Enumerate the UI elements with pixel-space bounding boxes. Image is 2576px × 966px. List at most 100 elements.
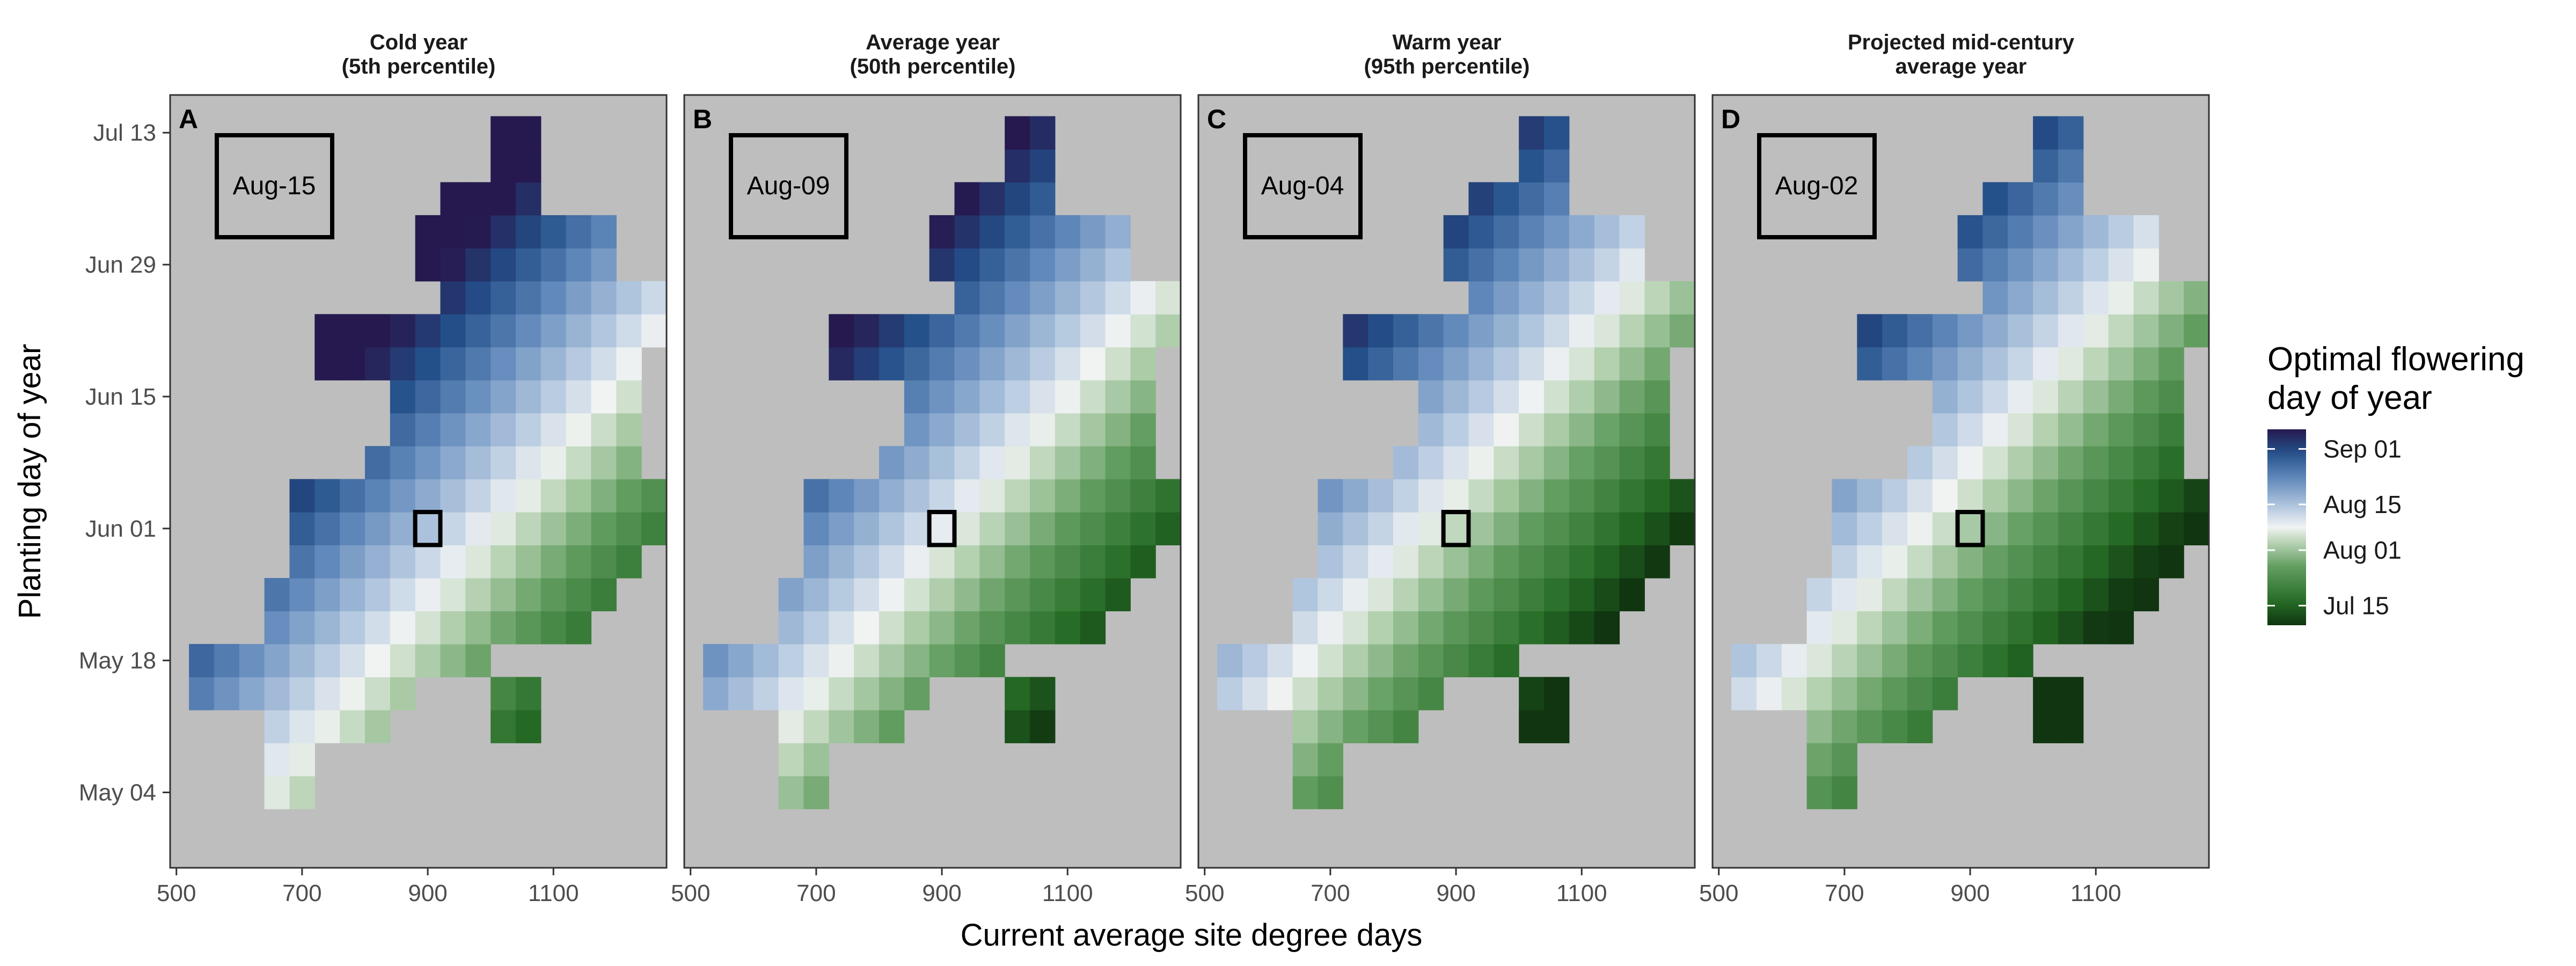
heatmap-cell <box>778 611 804 645</box>
heatmap-cell <box>2083 215 2109 248</box>
panel-d-median-box <box>1757 133 1877 239</box>
heatmap-cell <box>1543 512 1570 546</box>
heatmap-cell <box>879 347 905 380</box>
heatmap-cell <box>1543 380 1570 414</box>
heatmap-cell <box>1494 182 1519 216</box>
heatmap-cell <box>390 677 416 711</box>
y-axis-title: Planting day of year <box>12 344 47 619</box>
heatmap-cell <box>591 347 617 380</box>
heatmap-cell <box>979 281 1005 314</box>
heatmap-cell <box>1468 347 1494 380</box>
heatmap-cell <box>515 677 541 711</box>
heatmap-cell <box>1519 545 1545 579</box>
heatmap-cell <box>1907 578 1933 612</box>
heatmap-cell <box>854 314 880 348</box>
heatmap-cell <box>289 611 315 645</box>
heatmap-cell <box>340 545 365 579</box>
heatmap-cell <box>415 578 441 612</box>
heatmap-cell <box>1343 611 1368 645</box>
heatmap-cell <box>1217 643 1243 677</box>
heatmap-cell <box>2158 446 2184 480</box>
heatmap-cell <box>1494 281 1519 314</box>
heatmap-cell <box>491 446 516 480</box>
heatmap-cell <box>641 314 667 348</box>
heatmap-cell <box>1857 512 1883 546</box>
panel-c-median-label: Aug-04 <box>1261 172 1344 200</box>
heatmap-cell <box>1155 281 1181 314</box>
heatmap-cell <box>1982 281 2008 314</box>
heatmap-cell <box>340 578 365 612</box>
heatmap-cell <box>1543 314 1570 348</box>
heatmap-cell <box>1619 281 1645 314</box>
heatmap-cell <box>314 677 340 711</box>
heatmap-cell <box>2133 512 2159 546</box>
heatmap-cell <box>1982 248 2008 282</box>
heatmap-cell <box>515 479 541 513</box>
heatmap-cell <box>364 709 391 743</box>
heatmap-cell <box>1055 446 1081 480</box>
heatmap-cell <box>1005 215 1030 248</box>
heatmap-cell <box>904 611 930 645</box>
heatmap-cell <box>1418 446 1444 480</box>
panel-c-x-axis: 500 700 900 1100 <box>1185 868 1607 906</box>
heatmap-cell <box>2033 248 2059 282</box>
heatmap-cell <box>1882 611 1908 645</box>
highlight-cell-outline <box>1441 510 1471 547</box>
heatmap-cell <box>803 643 829 677</box>
panel-d-highlight-cell <box>1955 510 1985 547</box>
heatmap-cell <box>1468 578 1494 612</box>
heatmap-cell <box>1957 413 1984 447</box>
heatmap-cell <box>1494 643 1519 677</box>
heatmap-cell <box>314 578 340 612</box>
heatmap-cell <box>314 347 340 380</box>
heatmap-cell <box>803 479 829 513</box>
heatmap-cell <box>2108 479 2134 513</box>
heatmap-cell <box>1393 643 1419 677</box>
heatmap-cell <box>1594 380 1620 414</box>
x-tick-label: 1100 <box>2070 880 2121 906</box>
heatmap-cell <box>515 545 541 579</box>
heatmap-cell <box>1080 413 1106 447</box>
heatmap-cell <box>2058 413 2084 447</box>
heatmap-cell <box>929 512 955 546</box>
x-tick-label: 700 <box>1825 880 1864 906</box>
heatmap-cell <box>289 479 315 513</box>
legend-label: Aug 15 <box>2323 491 2402 518</box>
heatmap-cell <box>1418 479 1444 513</box>
heatmap-cell <box>778 578 804 612</box>
heatmap-cell <box>1318 643 1343 677</box>
heatmap-cell <box>954 479 980 513</box>
heatmap-cell <box>829 643 854 677</box>
heatmap-cell <box>1055 215 1081 248</box>
heatmap-cell <box>465 248 491 282</box>
heatmap-cell <box>2108 215 2134 248</box>
heatmap-cell <box>2133 479 2159 513</box>
heatmap-cell <box>1343 643 1368 677</box>
heatmap-cell <box>1519 446 1545 480</box>
heatmap-cell <box>1619 215 1645 248</box>
heatmap-cell <box>440 413 466 447</box>
x-tick-label: 700 <box>796 880 836 906</box>
heatmap-cell <box>2008 380 2033 414</box>
panel-d-median-label: Aug-02 <box>1775 172 1858 200</box>
heatmap-cell <box>1644 413 1670 447</box>
heatmap-cell <box>1418 578 1444 612</box>
heatmap-cell <box>954 512 980 546</box>
heatmap-cell <box>415 545 441 579</box>
heatmap-cell <box>364 611 391 645</box>
heatmap-cell <box>904 380 930 414</box>
panel-b: Average year (50th percentile) B Aug-09 … <box>671 31 1182 906</box>
heatmap-cell <box>1105 479 1131 513</box>
heatmap-cell <box>2008 512 2033 546</box>
heatmap-cell <box>1029 380 1056 414</box>
heatmap-cell <box>1781 677 1807 711</box>
heatmap-cell <box>979 182 1005 216</box>
heatmap-cell <box>1155 479 1181 513</box>
heatmap-cell <box>1644 512 1670 546</box>
panel-c-title-line2: (95th percentile) <box>1364 55 1530 78</box>
heatmap-cell <box>1130 380 1156 414</box>
x-tick-label: 500 <box>1699 880 1738 906</box>
heatmap-cell <box>1318 578 1343 612</box>
heatmap-cell <box>1543 677 1570 711</box>
heatmap-cell <box>364 347 391 380</box>
